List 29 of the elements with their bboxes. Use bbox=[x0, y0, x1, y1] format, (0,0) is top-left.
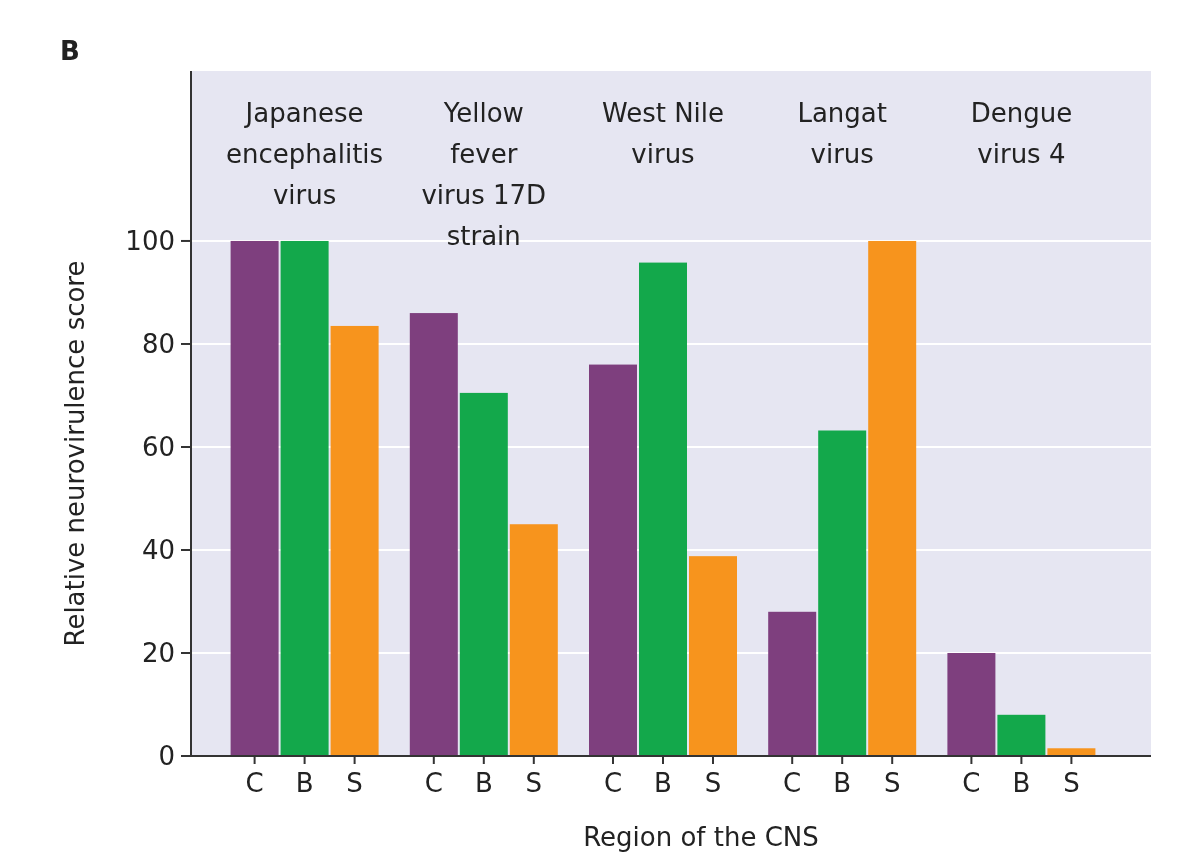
x-tick-label: C bbox=[783, 768, 802, 798]
y-tick-label: 80 bbox=[141, 329, 175, 360]
y-tick-label: 100 bbox=[125, 226, 175, 257]
x-tick-label: S bbox=[1063, 768, 1080, 798]
annotation: Yellow fever virus 17D strain bbox=[421, 98, 547, 251]
x-tick-label: B bbox=[1012, 768, 1031, 798]
annotation: Dengue virus 4 bbox=[970, 98, 1073, 169]
y-tick-label: 40 bbox=[141, 535, 175, 566]
text: B bbox=[60, 36, 80, 66]
x-tick-label: C bbox=[424, 768, 443, 798]
x-tick-label: B bbox=[474, 768, 493, 798]
x-tick-label: C bbox=[245, 768, 264, 798]
x-tick-label: B bbox=[295, 768, 314, 798]
annotation: Japanese encephalitis virus bbox=[226, 98, 384, 210]
x-tick-label: S bbox=[704, 768, 722, 798]
x-tick-label: B bbox=[833, 768, 852, 798]
x-tick-label: C bbox=[603, 768, 623, 798]
x-tick-label: S bbox=[883, 768, 901, 798]
x-tick-label: S bbox=[346, 768, 363, 798]
x-tick-label: S bbox=[525, 768, 543, 798]
y-tick-label: 60 bbox=[141, 432, 175, 463]
y-axis-title: Relative neurovirulence score bbox=[60, 260, 90, 647]
x-axis-title: Region of the CNS bbox=[583, 822, 819, 852]
annotation: West Nile virus bbox=[601, 98, 725, 169]
y-tick-label: 20 bbox=[141, 638, 175, 669]
annotation: Langat virus bbox=[797, 98, 887, 169]
x-tick-label: B bbox=[654, 768, 672, 798]
y-tick-label: 0 bbox=[158, 741, 175, 772]
x-tick-label: C bbox=[962, 768, 981, 798]
